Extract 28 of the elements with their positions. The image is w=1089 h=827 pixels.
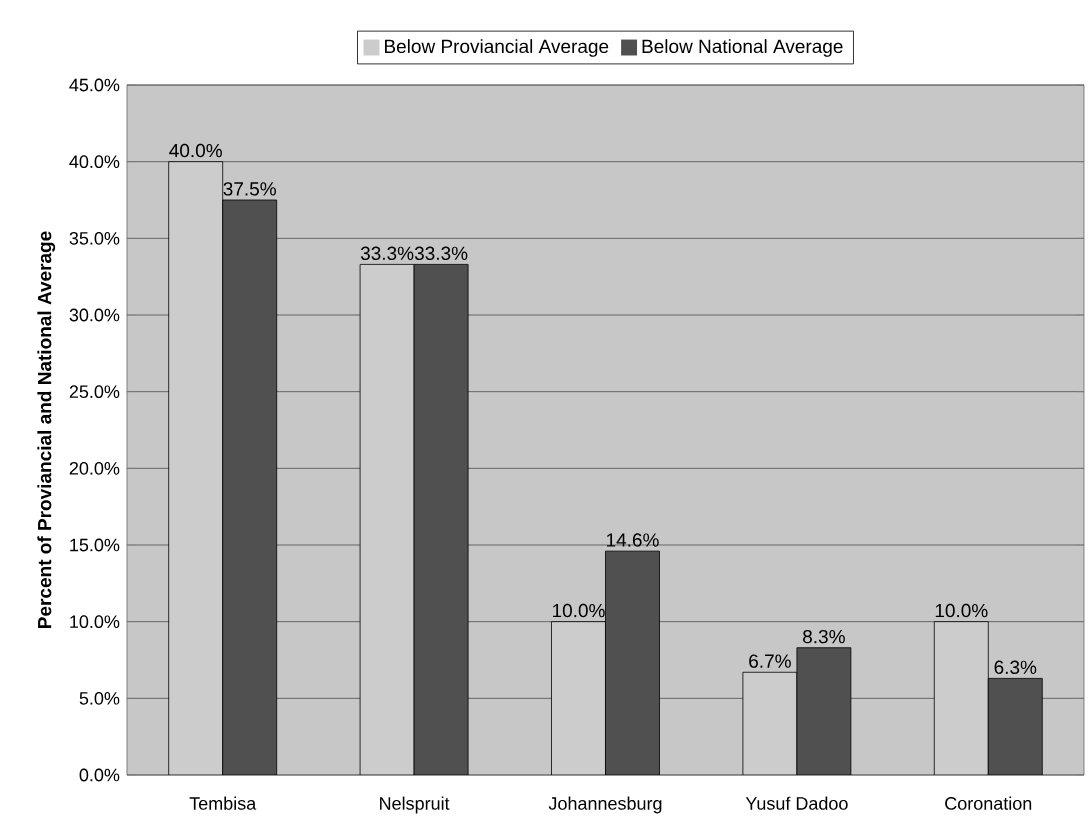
data-label: 14.6% — [607, 533, 659, 547]
y-tick-label: 40.0% — [69, 155, 120, 169]
x-tick-label: Johannesburg — [548, 796, 662, 814]
data-label: 6.7% — [749, 654, 791, 668]
y-tick-label: 45.0% — [69, 78, 120, 92]
y-tick-label: 25.0% — [69, 385, 120, 399]
data-label: 10.0% — [553, 603, 605, 618]
data-label: 40.0% — [169, 143, 222, 158]
x-tick-label: Tembisa — [189, 796, 257, 810]
x-tick-label: Nelspruit — [380, 796, 450, 814]
y-tick-label: 10.0% — [70, 615, 120, 629]
data-label: 6.3% — [994, 660, 1037, 674]
x-tick-label: Coronation — [945, 796, 1032, 810]
y-tick-label: 35.0% — [69, 231, 120, 245]
data-label: 33.3% — [360, 246, 414, 261]
x-tick-label: Yusuf Dadoo — [745, 796, 848, 810]
y-tick-label: 0.0% — [79, 768, 120, 782]
legend-label: Below National Average — [642, 39, 843, 57]
data-label: 10.0% — [935, 603, 988, 618]
y-axis-title: Percent of Proviancial and National Average — [37, 231, 56, 628]
y-tick-label: 5.0% — [79, 691, 120, 705]
y-tick-label: 30.0% — [69, 308, 120, 322]
y-tick-label: 20.0% — [69, 461, 120, 475]
y-tick-label: 15.0% — [70, 538, 120, 552]
data-label: 8.3% — [803, 629, 845, 644]
data-label: 33.3% — [414, 246, 468, 261]
legend-label: Below Proviancial Average — [385, 39, 609, 57]
data-label: 37.5% — [223, 182, 276, 196]
